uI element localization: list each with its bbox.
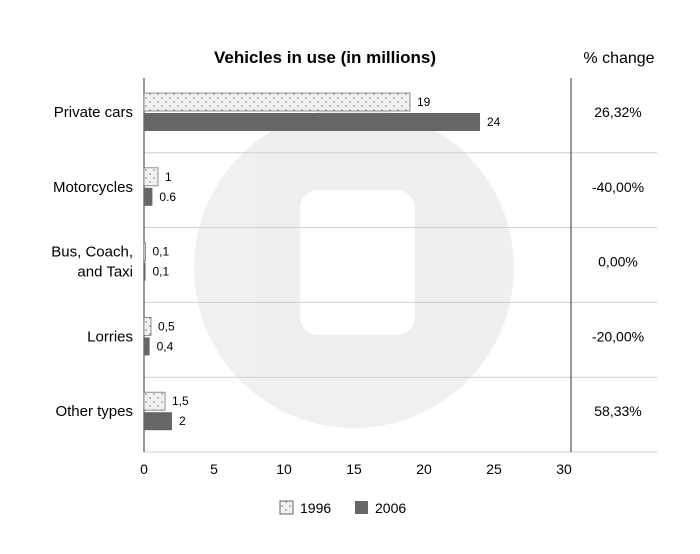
legend-swatch-2006 [355, 501, 368, 514]
percent-change-value: 58,33% [594, 403, 641, 419]
bar-2006 [144, 113, 480, 131]
legend-label-1996: 1996 [300, 500, 331, 516]
percent-change-values: 26,32% -40,00% 0,00% -20,00% 58,33% [592, 104, 644, 419]
bar-1996 [143, 316, 152, 336]
data-label-1996: 0,1 [153, 245, 170, 259]
x-tick-label: 15 [346, 461, 362, 477]
chart-title: Vehicles in use (in millions) [214, 48, 436, 67]
bar-2006 [144, 187, 153, 206]
data-label-2006: 0.6 [159, 190, 176, 204]
x-tick-label: 30 [556, 461, 572, 477]
category-label: Lorries [87, 328, 133, 345]
bar-2006 [144, 337, 150, 356]
x-tick-label: 0 [140, 461, 148, 477]
bar-1996 [143, 391, 166, 411]
category-label: Motorcycles [53, 179, 133, 196]
x-tick-label: 20 [416, 461, 432, 477]
percent-change-value: -40,00% [592, 179, 644, 195]
watermark-logo [194, 108, 514, 428]
bar-1996 [143, 242, 146, 262]
bar-1996 [143, 92, 411, 112]
category-label: Bus, Coach, and Taxi [51, 244, 133, 281]
bars [143, 92, 480, 431]
percent-change-value: -20,00% [592, 328, 644, 344]
data-label-2006: 0,4 [157, 339, 174, 353]
legend: 1996 2006 [279, 500, 406, 516]
x-tick-label: 25 [486, 461, 502, 477]
percent-change-value: 0,00% [598, 254, 638, 270]
x-axis-ticks: 0 5 10 15 20 25 30 [140, 461, 572, 477]
bar-2006 [144, 412, 172, 431]
data-label-1996: 0,5 [158, 319, 175, 333]
legend-label-2006: 2006 [375, 500, 406, 516]
bar-2006 [144, 262, 146, 281]
data-label-1996: 1,5 [172, 394, 189, 408]
data-label-1996: 1 [165, 170, 172, 184]
category-labels: Private cars Motorcycles Bus, Coach, and Ta… [51, 104, 133, 420]
data-label-2006: 2 [179, 414, 186, 428]
category-label: Private cars [54, 104, 133, 121]
legend-swatch-1996 [279, 500, 294, 515]
data-labels: 19 24 1 0.6 0,1 0,1 0,5 0,4 1,5 2 [153, 95, 501, 428]
percent-change-header: % change [583, 50, 654, 67]
category-label: Other types [55, 403, 133, 420]
x-tick-label: 5 [210, 461, 218, 477]
data-label-2006: 0,1 [153, 265, 170, 279]
data-label-1996: 19 [417, 95, 431, 109]
data-label-2006: 24 [487, 115, 501, 129]
percent-change-value: 26,32% [594, 104, 641, 120]
x-tick-label: 10 [276, 461, 292, 477]
bar-1996 [143, 167, 159, 187]
